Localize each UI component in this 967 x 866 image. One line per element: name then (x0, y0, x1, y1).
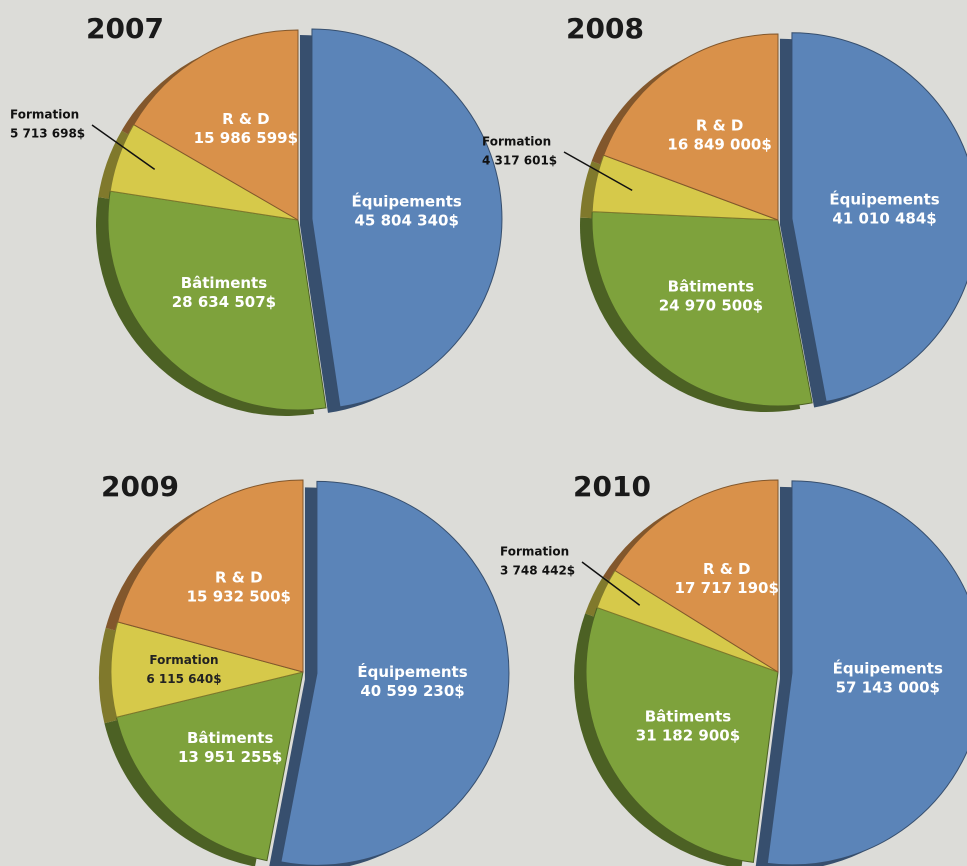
slice-label: Bâtiments (187, 729, 274, 747)
leader-line (91, 124, 156, 171)
value-label: 24 970 500$ (659, 297, 763, 315)
slice (280, 480, 510, 866)
leader-line (581, 561, 641, 606)
slice-label: Formation (500, 545, 569, 559)
slice-label: Bâtiments (181, 274, 268, 292)
pie (574, 479, 967, 866)
slice-label: Bâtiments (668, 278, 755, 296)
slice-label: R & D (215, 569, 263, 587)
chart-title: 2010 (573, 470, 651, 503)
value-label: 16 849 000$ (667, 135, 771, 153)
value-label: 17 717 190$ (675, 579, 779, 597)
slice (110, 621, 304, 718)
slice (115, 671, 304, 862)
value-label: 4 317 601$ (482, 154, 557, 168)
slice-label: Équipements (829, 190, 939, 209)
slice (614, 479, 779, 673)
slice (591, 211, 813, 407)
slice-label: Équipements (833, 659, 943, 678)
chart-title: 2008 (566, 12, 644, 45)
slice-label: Formation (149, 653, 218, 667)
slice (132, 29, 299, 221)
slice-label: Équipements (357, 662, 467, 681)
slice-label: Formation (10, 108, 79, 122)
pie (96, 28, 503, 416)
value-label: 40 599 230$ (360, 682, 464, 700)
slice (791, 32, 967, 403)
slice-label: Équipements (352, 191, 462, 210)
slice (585, 606, 779, 863)
slice (766, 480, 967, 866)
slice (603, 33, 779, 221)
slice-label: R & D (703, 560, 751, 578)
value-label: 15 932 500$ (187, 588, 291, 606)
value-label: 13 951 255$ (178, 748, 282, 766)
slice-label: Bâtiments (645, 708, 732, 726)
value-label: 45 804 340$ (355, 211, 459, 229)
leader-line (563, 151, 633, 192)
value-label: 3 748 442$ (500, 564, 575, 578)
chart-title: 2007 (86, 12, 164, 45)
slice (311, 28, 503, 408)
value-label: 41 010 484$ (832, 210, 936, 228)
value-label: 15 986 599$ (194, 129, 298, 147)
slice-label: R & D (222, 110, 270, 128)
pie (580, 32, 967, 412)
pie (99, 479, 510, 866)
value-label: 31 182 900$ (636, 727, 740, 745)
value-label: 57 143 000$ (836, 679, 940, 697)
value-label: 5 713 698$ (10, 127, 85, 141)
slice (117, 479, 304, 673)
slice-label: Formation (482, 135, 551, 149)
value-label: 28 634 507$ (172, 293, 276, 311)
slice-label: R & D (696, 116, 744, 134)
value-label: 6 115 640$ (146, 672, 221, 686)
chart-title: 2009 (101, 470, 179, 503)
slice (107, 190, 327, 411)
